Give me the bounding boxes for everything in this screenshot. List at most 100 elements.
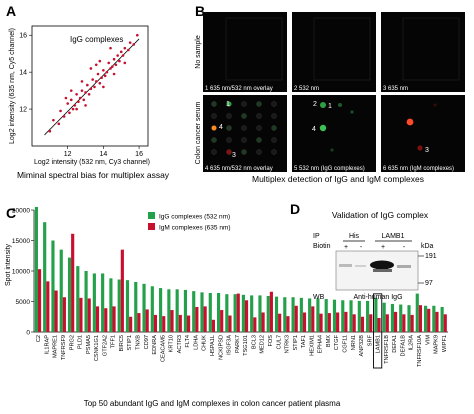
scatter-point <box>94 63 98 67</box>
bar-igm <box>87 298 91 332</box>
bar-igm <box>336 312 340 332</box>
bar-igm <box>104 308 108 332</box>
bar-igm <box>37 269 42 332</box>
panel-a-letter: A <box>6 3 16 19</box>
bar-igg <box>117 279 121 332</box>
bar-igm <box>278 313 282 332</box>
marker-191: 191 <box>425 253 437 260</box>
biotin-sign-4: - <box>403 244 406 251</box>
array-spot <box>226 101 232 107</box>
bar-igm <box>418 305 423 332</box>
bar-igg <box>150 286 154 332</box>
bar-igg <box>250 295 254 332</box>
scatter-point <box>123 61 127 65</box>
scatter-y-tick-label: 14 <box>19 70 27 77</box>
bar-legend: IgG complexes (532 nm) IgM complexes (63… <box>148 212 231 232</box>
spot-label-1: 1 <box>226 101 230 108</box>
bar-igg <box>440 306 444 332</box>
spot <box>417 145 423 151</box>
bar-igm <box>244 300 249 332</box>
bar-igg <box>341 300 345 332</box>
bar-igg <box>200 292 204 332</box>
bar-igg <box>92 273 96 332</box>
spot <box>350 110 354 114</box>
bar-category-label: TFF1 <box>111 335 117 348</box>
bar-category-label: SRF <box>367 334 373 346</box>
bar-category-label: FLT4 <box>185 335 191 348</box>
bar-igm <box>178 314 182 332</box>
scatter-point <box>94 80 98 83</box>
scatter-point <box>75 107 78 111</box>
scatter-point <box>118 59 121 63</box>
array-spot <box>241 113 247 119</box>
scatter-point <box>48 129 52 133</box>
bar-igg <box>308 298 312 332</box>
bar-igm <box>95 306 100 332</box>
array-spot <box>256 113 262 119</box>
bar-igg <box>432 305 436 332</box>
scatter-point <box>98 59 102 63</box>
scatter-point <box>123 46 127 50</box>
bar-igm <box>294 305 298 332</box>
bar-igg <box>332 299 337 332</box>
bar-category-label: ISGF3A <box>227 335 233 355</box>
scatter-point <box>128 41 132 44</box>
bar-igm <box>377 317 381 332</box>
bar-igm <box>228 315 232 332</box>
bar-igg <box>316 298 320 332</box>
bar-category-label: PSMA5 <box>86 335 92 354</box>
bar-category-label: DEFA1B <box>400 335 406 357</box>
bar-igm <box>145 309 149 332</box>
bar-y-tick-label: 5000 <box>16 299 31 306</box>
panel-a-caption: Miminal spectral bias for multiplex assa… <box>17 170 170 180</box>
bar-category-label: C2 <box>36 335 42 342</box>
bar-category-label: MED12 <box>260 335 266 354</box>
bar-category-label: IL1RAP <box>44 335 50 355</box>
bar-igg <box>258 295 262 332</box>
array-caption-1: 1 635 nm/532 nm overlay <box>205 86 273 92</box>
bar-igm <box>46 281 50 332</box>
scatter-point <box>89 87 93 91</box>
spot <box>319 124 327 132</box>
array-caption-5: 5 532 nm (IgG complexes) <box>294 166 365 172</box>
bar-igm <box>443 314 447 332</box>
array-image-6 <box>381 95 465 172</box>
bar-igg <box>183 289 188 332</box>
panel-c-caption: Top 50 abundant IgG and IgM complexes in… <box>84 399 341 408</box>
bar-category-label: ACTR3 <box>177 335 183 353</box>
bar-igg <box>407 305 411 332</box>
blot-band-lane-3 <box>370 260 394 270</box>
grid-3 <box>402 17 460 81</box>
bar-igg <box>43 222 47 332</box>
bar-igg <box>51 240 55 332</box>
scatter-point <box>75 93 78 96</box>
bar-category-label: BCL3 <box>251 335 257 349</box>
bar-category-label: VIM <box>425 335 431 345</box>
array-spot <box>211 149 217 155</box>
bar-category-label: ANP32B <box>359 335 365 357</box>
bar-igm <box>170 310 174 332</box>
scatter-point <box>135 33 139 37</box>
scatter-point <box>96 72 100 76</box>
scatter-point <box>107 61 111 65</box>
spot <box>320 102 326 108</box>
array-spot <box>271 101 277 107</box>
array-spot <box>241 149 247 155</box>
scatter-point <box>77 100 80 103</box>
array-spot <box>211 125 217 131</box>
array-spot <box>256 125 262 131</box>
bar-category-label: IL2RA <box>409 335 415 351</box>
lamb1-highlight-box <box>373 293 383 369</box>
array-image-4 <box>203 95 287 172</box>
bar-igg <box>192 291 196 332</box>
bar-category-label: STIP1 <box>127 335 133 351</box>
scatter-point <box>98 81 102 85</box>
bar-igm <box>352 314 356 332</box>
bar-y-tick-label: 0 <box>26 330 30 337</box>
scatter-point <box>93 85 96 89</box>
bar-igm <box>120 249 124 332</box>
bar-igg <box>233 294 237 332</box>
scatter-inset-title: IgG complexes <box>70 35 123 44</box>
bar-igg <box>67 257 72 332</box>
